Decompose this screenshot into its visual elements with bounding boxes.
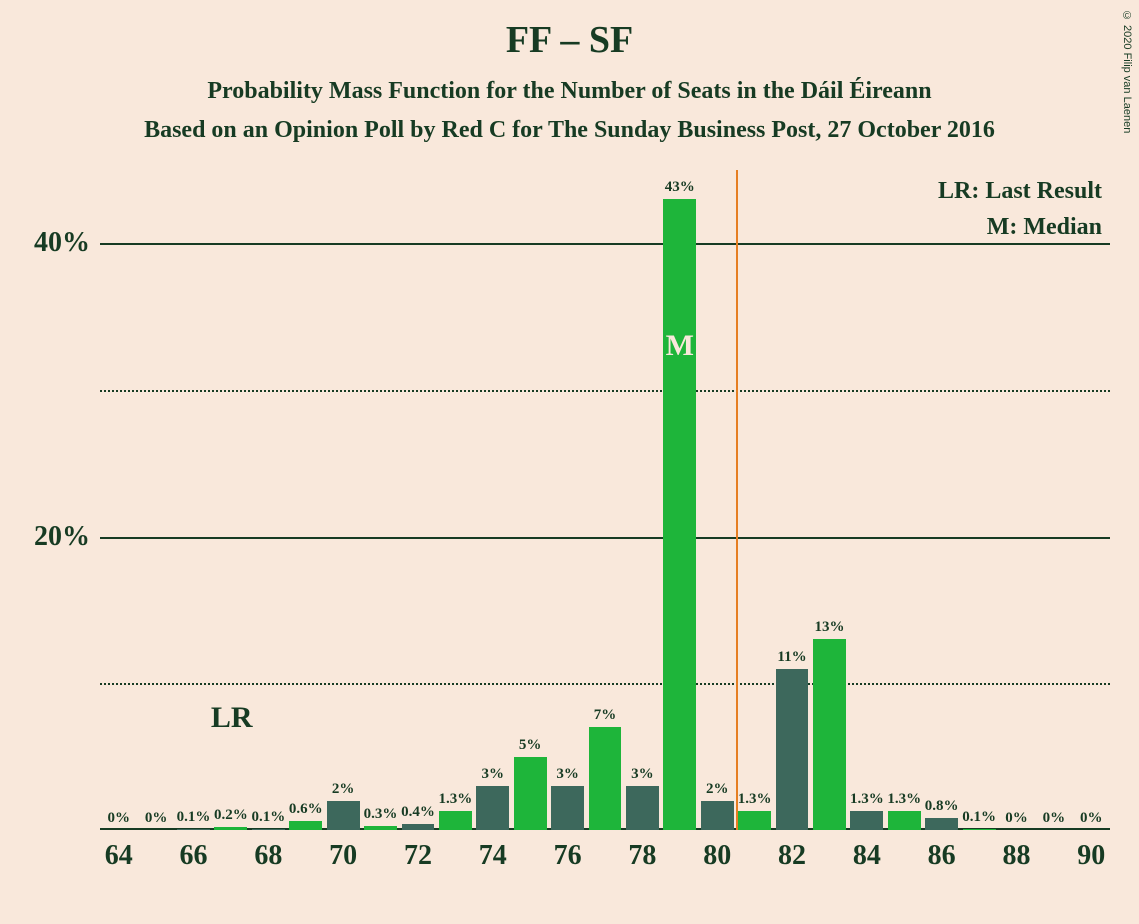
x-axis-label: 74 <box>479 830 507 872</box>
bar-value-label: 0.1% <box>177 809 211 829</box>
x-axis-label: 76 <box>554 830 582 872</box>
bar-value-label: 0% <box>107 810 130 830</box>
bar-value-label: 2% <box>706 781 729 801</box>
x-axis-label: 84 <box>853 830 881 872</box>
copyright-text: © 2020 Filip van Laenen <box>1121 10 1133 133</box>
x-axis-label: 88 <box>1002 830 1030 872</box>
bar-value-label: 2% <box>332 781 355 801</box>
bar: 0.6% <box>289 821 322 830</box>
bar-value-label: 0.2% <box>214 807 248 827</box>
bar-value-label: 1.3% <box>738 791 772 811</box>
x-axis-label: 90 <box>1077 830 1105 872</box>
bar-value-label: 3% <box>482 766 505 786</box>
x-axis-label: 78 <box>628 830 656 872</box>
bar-value-label: 13% <box>814 619 844 639</box>
bar: 1.3% <box>439 811 472 830</box>
bar: 13% <box>813 639 846 830</box>
x-axis-label: 72 <box>404 830 432 872</box>
gridline-minor <box>100 683 1110 685</box>
y-axis-label: 20% <box>34 521 100 553</box>
bar-value-label: 0.1% <box>962 809 996 829</box>
gridline-major <box>100 243 1110 245</box>
bar-value-label: 0.3% <box>364 806 398 826</box>
bar-value-label: 0.6% <box>289 801 323 821</box>
bar-value-label: 3% <box>631 766 654 786</box>
bar: 3% <box>551 786 584 830</box>
bar-value-label: 0% <box>145 810 168 830</box>
bar-value-label: 0.4% <box>401 804 435 824</box>
bar: 0.1% <box>963 829 996 830</box>
bar-value-label: 5% <box>519 737 542 757</box>
chart-subtitle-1: Probability Mass Function for the Number… <box>0 72 1139 111</box>
x-axis-label: 80 <box>703 830 731 872</box>
bar-value-label: 0% <box>1005 810 1028 830</box>
chart-title: FF – SF <box>0 0 1139 72</box>
bar-value-label: 1.3% <box>438 791 472 811</box>
bar-value-label: 0% <box>1043 810 1066 830</box>
bar: 2% <box>327 801 360 830</box>
bar: 2% <box>701 801 734 830</box>
bar: 1.3% <box>850 811 883 830</box>
bar: 1.3% <box>888 811 921 830</box>
bar-value-label: 7% <box>594 707 617 727</box>
chart-plot-area: 20%40%0%0%0.1%0.2%0.1%0.6%2%0.3%0.4%1.3%… <box>100 170 1110 830</box>
bar-value-label: 43% <box>665 179 695 199</box>
majority-threshold-line <box>736 170 738 830</box>
x-axis-label: 64 <box>105 830 133 872</box>
last-result-marker: LR <box>211 701 253 735</box>
median-marker: M <box>666 329 694 363</box>
bar-value-label: 1.3% <box>887 791 921 811</box>
bar: 3% <box>626 786 659 830</box>
x-axis-label: 66 <box>180 830 208 872</box>
gridline-minor <box>100 390 1110 392</box>
legend-median: M: Median <box>987 214 1102 241</box>
bar-value-label: 11% <box>777 649 806 669</box>
gridline-major <box>100 537 1110 539</box>
bar: 1.3% <box>738 811 771 830</box>
legend-last-result: LR: Last Result <box>938 178 1102 205</box>
x-axis-label: 82 <box>778 830 806 872</box>
y-axis-label: 40% <box>34 227 100 259</box>
bar: 0.3% <box>364 826 397 830</box>
x-axis-label: 70 <box>329 830 357 872</box>
bar-value-label: 0% <box>1080 810 1103 830</box>
bar: 3% <box>476 786 509 830</box>
x-axis-label: 68 <box>254 830 282 872</box>
bar-value-label: 1.3% <box>850 791 884 811</box>
bar-value-label: 0.8% <box>925 798 959 818</box>
bar: 7% <box>589 727 622 830</box>
chart-subtitle-2: Based on an Opinion Poll by Red C for Th… <box>0 111 1139 150</box>
bar: 0.2% <box>214 827 247 830</box>
bar: 0.8% <box>925 818 958 830</box>
bar: 5% <box>514 757 547 830</box>
bar: 43%M <box>663 199 696 830</box>
bar: 11% <box>776 669 809 830</box>
bar-value-label: 3% <box>556 766 579 786</box>
bar-value-label: 0.1% <box>251 809 285 829</box>
x-axis-label: 86 <box>928 830 956 872</box>
